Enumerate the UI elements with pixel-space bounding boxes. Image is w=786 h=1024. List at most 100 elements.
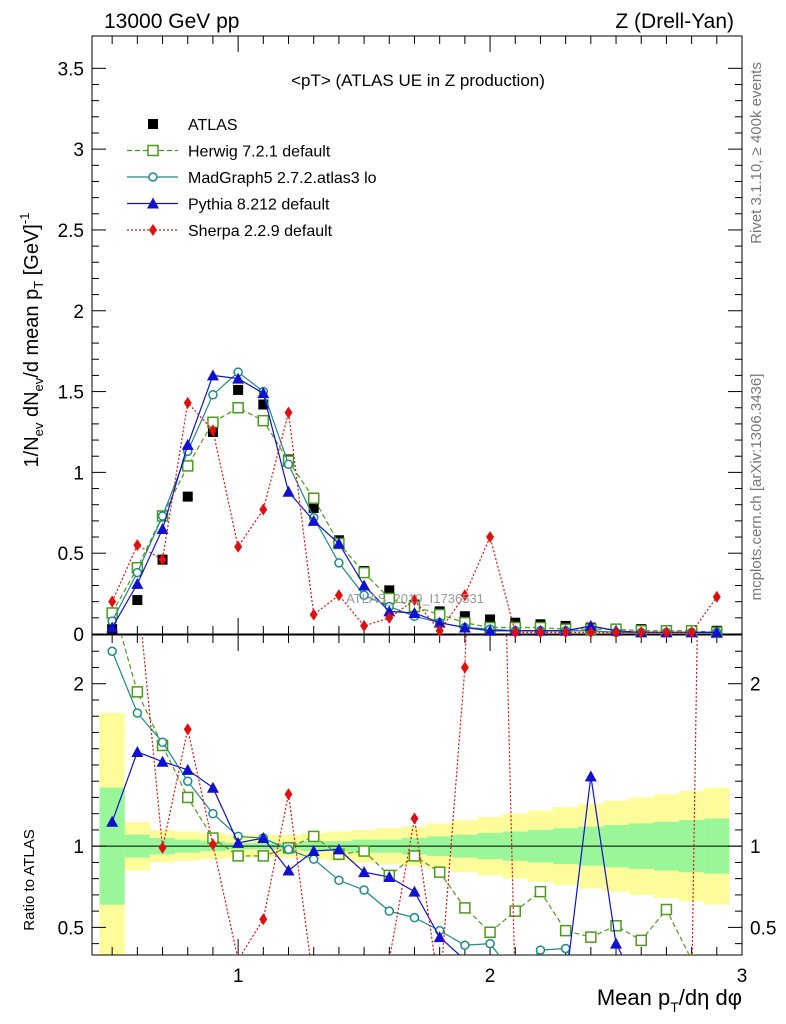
data-point <box>283 459 294 470</box>
data-series <box>106 367 723 996</box>
ratio-point <box>585 931 597 943</box>
ratio-point <box>307 830 320 843</box>
ratio-point <box>560 978 572 989</box>
data-point <box>384 585 395 596</box>
data-point <box>712 590 721 603</box>
ratio-y-tick-label: 2 <box>73 675 84 696</box>
ratio-point <box>408 850 421 862</box>
data-point <box>385 611 394 624</box>
ratio-point <box>484 926 496 939</box>
y-tick-label: 1 <box>73 463 84 484</box>
ratio-point <box>408 885 421 897</box>
ratio-plot-frame <box>91 634 743 956</box>
legend-label: Sherpa 2.2.9 default <box>188 223 333 240</box>
legend: ATLAS Herwig 7.2.1 default MadGraph5 2.7.2… <box>127 117 377 240</box>
ratio-point <box>310 978 318 990</box>
data-point <box>332 537 345 549</box>
ratio-point <box>660 903 673 916</box>
main-y-axis-title: 1/Nev dNev/d mean pT [GeV]-1 <box>17 213 46 468</box>
mc-uncertainty-bands <box>92 712 742 955</box>
ratio-point <box>587 988 595 996</box>
ratio-point <box>257 850 270 862</box>
data-point <box>435 624 444 637</box>
ratio-y-tick-label-right: 2 <box>750 675 761 696</box>
data-point <box>131 577 144 589</box>
ratio-point <box>237 953 239 955</box>
ratio-point <box>157 737 168 747</box>
header-right: Z (Drell-Yan) <box>615 10 734 33</box>
legend-label: Herwig 7.2.1 default <box>188 144 331 161</box>
data-point <box>460 589 469 602</box>
legend-label: ATLAS <box>188 117 238 134</box>
plot-frames <box>91 35 743 956</box>
ratio-point <box>257 832 270 844</box>
ratio-point <box>635 934 647 947</box>
ratio-point <box>509 905 522 917</box>
legend-entry-madgraph5-2-7-2-atlas3-lo: MadGraph5 2.7.2.atlas3 lo <box>127 170 377 187</box>
data-point <box>181 460 194 472</box>
ratio-point <box>388 953 391 955</box>
series-sherpa-2-2-9-default <box>108 396 721 639</box>
data-point <box>257 387 270 399</box>
ratio-point <box>559 924 572 937</box>
data-point <box>259 503 268 516</box>
legend-marker <box>147 197 159 209</box>
legend-entry-atlas: ATLAS <box>148 117 238 134</box>
data-point <box>586 626 595 639</box>
data-point <box>687 626 696 639</box>
ratio-point <box>334 875 344 886</box>
ratio-point <box>535 945 546 955</box>
x-tick-label: 1 <box>233 966 244 987</box>
legend-entry-pythia-8-212-default: Pythia 8.212 default <box>127 197 330 214</box>
ratio-line <box>120 635 690 955</box>
ratio-series-pythia-8-212-default <box>106 745 623 989</box>
ratio-point <box>181 791 194 804</box>
data-point <box>383 605 396 617</box>
ratio-y-axis-label: Ratio to ATLAS <box>21 829 38 930</box>
y-tick-label: 0 <box>73 625 84 646</box>
ratio-point <box>358 866 371 878</box>
ratio-series-sherpa-2-2-9-default <box>141 635 698 990</box>
legend-marker <box>148 119 158 129</box>
ratio-point <box>584 770 597 782</box>
data-point <box>133 539 142 552</box>
x-axis-title: Mean pT/dη dφ <box>597 985 742 1015</box>
ratio-point <box>433 866 446 878</box>
data-point <box>307 492 320 504</box>
ratio-point <box>332 843 345 855</box>
ratio-series-group <box>106 635 698 996</box>
ratio-point <box>511 972 519 980</box>
y-tick-label: 3 <box>73 140 84 161</box>
data-point <box>359 590 369 600</box>
data-point <box>183 396 192 409</box>
data-point <box>132 567 143 578</box>
data-point <box>511 626 520 639</box>
data-point <box>284 406 293 419</box>
data-point <box>158 553 167 566</box>
data-point <box>234 540 243 553</box>
ratio-point <box>307 845 320 857</box>
data-point <box>486 531 495 544</box>
legend-label: Pythia 8.212 default <box>188 197 330 214</box>
ratio-point <box>509 978 521 989</box>
main-plot-title: <pT> (ATLAS UE in Z production) <box>291 71 545 90</box>
data-point <box>108 595 117 608</box>
ratio-point <box>284 788 293 801</box>
data-point <box>710 626 723 638</box>
y-tick-label: 2.5 <box>58 221 84 242</box>
ratio-point <box>208 838 217 851</box>
ratio-point <box>259 913 268 926</box>
ratio-point <box>464 953 466 955</box>
data-point <box>132 595 143 606</box>
ratio-point <box>610 920 622 932</box>
ratio-point <box>132 708 143 718</box>
data-point <box>182 491 193 502</box>
legend-entry-herwig-7-2-1-default: Herwig 7.2.1 default <box>127 144 331 161</box>
ratio-point <box>158 841 167 854</box>
ratio-y-tick-label-right: 1 <box>750 837 761 858</box>
legend-marker <box>147 144 159 157</box>
ratio-point <box>383 871 396 883</box>
data-point <box>257 414 270 427</box>
data-point <box>208 390 218 400</box>
